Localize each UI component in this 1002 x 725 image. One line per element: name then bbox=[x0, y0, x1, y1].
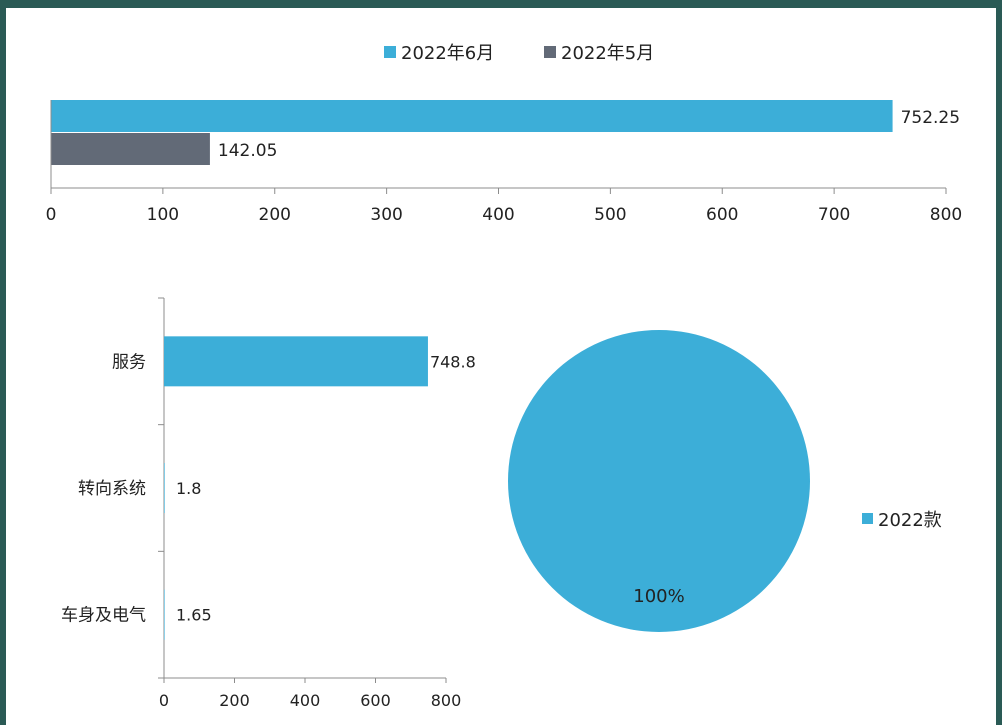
x-tick-label-2-3: 600 bbox=[360, 691, 391, 710]
data-label-category-1: 748.8 bbox=[430, 352, 476, 371]
x-tick-label-7: 700 bbox=[818, 205, 850, 225]
chart-svg: 2022年6月 2022年5月 752.25 142.05 0 100 200 300 400 5… bbox=[46, 43, 963, 710]
chart-canvas: 2022年6月 2022年5月 752.25 142.05 0 100 200 300 400 5… bbox=[6, 8, 996, 725]
pie-slice-1 bbox=[508, 330, 810, 632]
bar-category-1 bbox=[164, 336, 428, 387]
legend-label-2: 2022年5月 bbox=[561, 43, 654, 64]
category-label-1: 服务 bbox=[112, 352, 146, 372]
x-tick-label-2-0: 0 bbox=[159, 691, 169, 710]
bar-2 bbox=[51, 133, 210, 165]
legend-swatch-1 bbox=[384, 46, 396, 58]
x-tick-label-4: 400 bbox=[482, 205, 514, 225]
legend-label-1: 2022年6月 bbox=[401, 43, 494, 64]
x-tick-label-0: 0 bbox=[46, 205, 57, 225]
pie-legend-label: 2022款 bbox=[878, 510, 942, 531]
data-label-2: 142.05 bbox=[218, 141, 277, 161]
x-tick-label-6: 600 bbox=[706, 205, 738, 225]
pie-legend-swatch bbox=[862, 513, 873, 524]
category-label-2: 转向系统 bbox=[78, 479, 146, 499]
bar-category-3 bbox=[164, 589, 165, 640]
bar-1 bbox=[51, 100, 893, 132]
x-tick-label-2-1: 200 bbox=[219, 691, 250, 710]
category-label-3: 车身及电气 bbox=[61, 606, 146, 626]
bar-category-2 bbox=[164, 463, 165, 513]
x-tick-label-2: 200 bbox=[259, 205, 291, 225]
x-tick-label-3: 300 bbox=[370, 205, 402, 225]
data-label-category-3: 1.65 bbox=[176, 606, 212, 625]
legend-swatch-2 bbox=[544, 46, 556, 58]
x-tick-label-5: 500 bbox=[594, 205, 626, 225]
x-tick-label-2-2: 400 bbox=[290, 691, 321, 710]
data-label-category-2: 1.8 bbox=[176, 479, 201, 498]
x-tick-label-1: 100 bbox=[147, 205, 179, 225]
x-tick-label-2-4: 800 bbox=[431, 691, 462, 710]
pie-data-label-1: 100% bbox=[633, 586, 684, 607]
x-tick-label-8: 800 bbox=[930, 205, 962, 225]
data-label-1: 752.25 bbox=[901, 108, 960, 128]
